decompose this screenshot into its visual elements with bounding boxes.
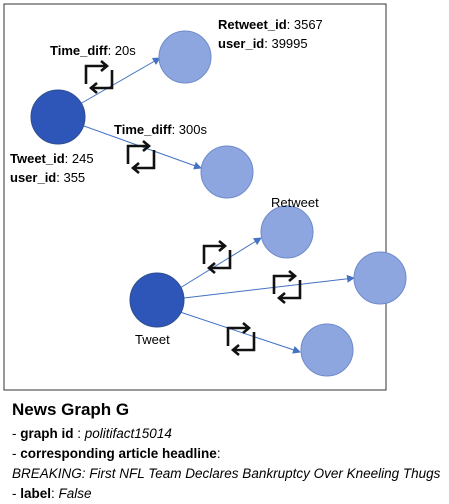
retweet-node: [260, 205, 314, 259]
label-key: user_id: [218, 36, 264, 51]
caption: News Graph G - graph id : politifact1501…: [12, 398, 449, 504]
retweet-icon: [84, 59, 114, 95]
tweet-caption: Tweet: [135, 332, 170, 347]
label-key: user_id: [10, 170, 56, 185]
caption-line: - corresponding article headline:: [12, 444, 449, 464]
prefix: -: [12, 446, 21, 461]
retweet-icon: [226, 321, 256, 357]
label-key: Time_diff: [50, 43, 108, 58]
edge-label: Time_diff: 20s: [50, 43, 136, 58]
node-label: user_id: 39995: [218, 36, 308, 51]
prefix: -: [12, 486, 21, 501]
tweet-node: [30, 89, 86, 145]
key: label: [20, 486, 52, 501]
retweet-caption: Retweet: [271, 195, 319, 210]
separator: :: [51, 486, 59, 501]
node-label: Retweet_id: 3567: [218, 17, 323, 32]
label-key: Retweet_id: [218, 17, 287, 32]
edge: [183, 274, 355, 299]
label-value: : 3567: [287, 17, 323, 32]
retweet-icon: [126, 139, 156, 175]
label-key: Time_diff: [114, 122, 172, 137]
tweet-node: [129, 272, 185, 328]
label-value: : 20s: [108, 43, 137, 58]
caption-line: - graph id : politifact15014: [12, 424, 449, 444]
value: False: [58, 486, 92, 501]
edge: [179, 311, 301, 354]
retweet-node: [300, 323, 354, 377]
prefix: -: [12, 426, 21, 441]
label-key: Tweet_id: [10, 151, 65, 166]
caption-title: News Graph G: [12, 400, 130, 419]
edge: [79, 57, 161, 105]
graph-diagram: Time_diff: 20s Time_diff: 300s Retweet_i…: [3, 3, 407, 391]
label-value: : 245: [65, 151, 94, 166]
label-value: : 300s: [172, 122, 208, 137]
node-label: user_id: 355: [10, 170, 85, 185]
headline: BREAKING: First NFL Team Declares Bankru…: [12, 466, 441, 481]
edge: [179, 237, 262, 289]
label-value: : 355: [56, 170, 85, 185]
edge-label: Time_diff: 300s: [114, 122, 207, 137]
frame: [3, 3, 387, 391]
retweet-node: [158, 30, 212, 84]
node-label: Tweet_id: 245: [10, 151, 94, 166]
caption-line: - label: False: [12, 484, 449, 504]
retweet-icon: [202, 239, 232, 275]
retweet-node: [353, 251, 407, 305]
separator: :: [73, 426, 85, 441]
caption-line: BREAKING: First NFL Team Declares Bankru…: [12, 464, 449, 484]
value: politifact15014: [84, 426, 172, 441]
key: graph id: [20, 426, 74, 441]
separator: :: [216, 446, 221, 461]
retweet-node: [200, 145, 254, 199]
label-value: : 39995: [264, 36, 307, 51]
key: corresponding article headline: [20, 446, 217, 461]
